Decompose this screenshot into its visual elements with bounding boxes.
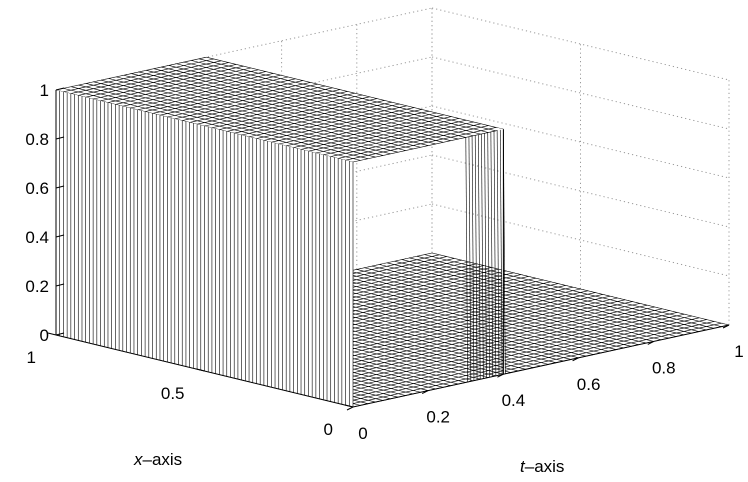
x-tick-label: 1 xyxy=(27,348,36,367)
t-tick-label: 0.4 xyxy=(502,391,526,410)
z-tick-mark xyxy=(55,332,65,336)
z-tick-label: 0.4 xyxy=(25,228,49,247)
x-tick-label: 0 xyxy=(324,420,333,439)
mesh-line xyxy=(183,61,481,135)
t-tick-mark xyxy=(722,324,730,329)
grid-line xyxy=(431,105,730,179)
mesh-line xyxy=(198,58,496,132)
mesh-line xyxy=(161,66,459,140)
t-tick-label: 0 xyxy=(358,424,367,443)
t-tick-mark xyxy=(572,357,579,362)
t-tick-mark xyxy=(346,406,354,411)
t-tick-mark xyxy=(647,340,655,345)
grid-line xyxy=(431,203,730,277)
mesh-line xyxy=(153,68,451,141)
mesh-line xyxy=(138,71,436,145)
t-tick-label: 0.8 xyxy=(652,358,676,377)
mesh-line xyxy=(349,270,647,344)
mesh-line xyxy=(416,255,715,329)
mesh-line xyxy=(379,264,677,337)
mesh-line xyxy=(431,252,730,326)
z-tick-label: 0 xyxy=(40,326,49,345)
z-tick-mark xyxy=(55,87,65,91)
mesh-line xyxy=(465,137,468,382)
grid-line xyxy=(431,154,730,228)
t-tick-label: 0.2 xyxy=(426,408,450,427)
mesh-line xyxy=(490,131,494,377)
x-axis-label: x–axis xyxy=(133,450,182,469)
mesh-line xyxy=(484,133,487,378)
mesh-line xyxy=(424,254,722,327)
mesh-line xyxy=(487,132,490,378)
t-axis-line xyxy=(352,324,730,408)
mesh-line xyxy=(493,131,497,376)
mesh-line xyxy=(131,73,429,146)
mesh-line xyxy=(78,84,376,158)
x-tick-mark xyxy=(47,332,57,336)
mesh-line xyxy=(478,134,481,380)
mesh-line xyxy=(468,136,472,382)
mesh-line xyxy=(481,133,484,379)
mesh-line xyxy=(63,88,361,161)
x-tick-mark xyxy=(344,404,354,408)
mesh-line xyxy=(108,78,406,151)
z-tick-mark xyxy=(55,185,65,189)
mesh-line xyxy=(70,86,369,160)
mesh-line xyxy=(474,135,478,380)
mesh-line xyxy=(386,262,684,336)
mesh-line xyxy=(168,65,466,138)
t-tick-label: 0.6 xyxy=(577,375,601,394)
mesh-line xyxy=(319,277,617,350)
mesh-line xyxy=(471,136,475,381)
z-tick-label: 1 xyxy=(40,81,49,100)
x-tick-label: 0.5 xyxy=(161,384,185,403)
mesh-line xyxy=(146,70,444,143)
t-axis-label: t–axis xyxy=(520,457,564,476)
mesh-line xyxy=(101,79,399,153)
mesh-line xyxy=(86,83,384,156)
mesh-line xyxy=(93,81,391,155)
mesh-line xyxy=(394,260,692,334)
mesh-line xyxy=(401,259,699,332)
z-tick-label: 0.6 xyxy=(25,179,49,198)
z-tick-mark xyxy=(55,283,65,287)
mesh-line xyxy=(364,267,662,341)
z-tick-mark xyxy=(55,136,65,140)
mesh-line xyxy=(496,130,500,376)
z-tick-mark xyxy=(55,234,65,238)
mesh-line xyxy=(341,272,639,345)
mesh-line xyxy=(176,63,474,137)
mesh-line xyxy=(371,265,669,339)
mesh-line xyxy=(304,280,602,354)
mesh-line xyxy=(499,129,503,375)
mesh-line xyxy=(206,56,504,130)
surface-mesh xyxy=(55,56,730,408)
mesh-line xyxy=(326,275,624,349)
z-tick-label: 0.2 xyxy=(25,277,49,296)
x-tick-mark xyxy=(196,368,205,372)
mesh-line xyxy=(191,60,489,133)
mesh-line xyxy=(409,257,707,331)
mesh-line xyxy=(356,269,654,342)
t-tick-mark xyxy=(421,390,429,395)
mesh-line xyxy=(116,76,414,150)
mesh-line xyxy=(311,278,609,352)
grid-line xyxy=(431,56,730,130)
mesh-line xyxy=(123,74,421,148)
grid-line xyxy=(431,7,730,81)
t-tick-label: 1 xyxy=(734,342,743,361)
z-tick-label: 0.8 xyxy=(25,130,49,149)
t-tick-mark xyxy=(497,373,504,378)
